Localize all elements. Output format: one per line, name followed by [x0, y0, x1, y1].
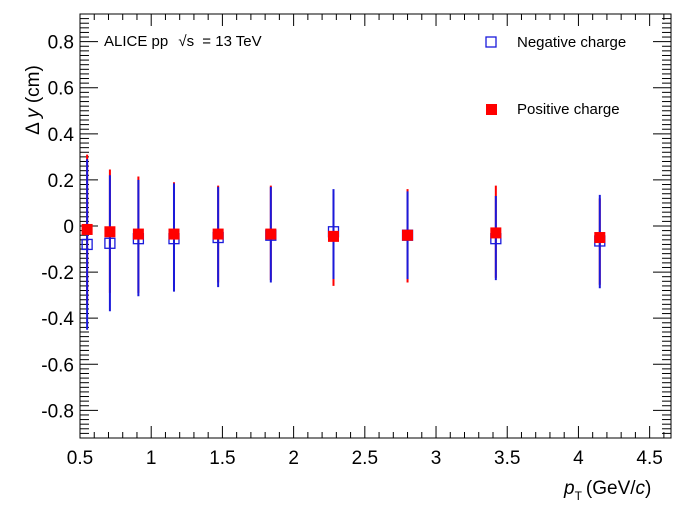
point-negative	[104, 237, 116, 249]
experiment-annotation: ALICE pp √s = 13 TeV	[104, 33, 262, 50]
point-positive	[327, 230, 339, 242]
y-tick-label: -0.4	[41, 309, 74, 330]
x-tick-label: 4	[573, 448, 584, 469]
legend: Negative charge Positive charge	[485, 34, 626, 118]
axis-ticks	[79, 14, 671, 438]
y-tick-label: -0.2	[41, 263, 74, 284]
x-tick-label: 3.5	[494, 448, 520, 469]
x-tick-label: 1	[146, 448, 157, 469]
y-tick-label: 0.8	[48, 33, 74, 54]
y-tick-label: 0.2	[48, 171, 74, 192]
x-tick-label: 0.5	[67, 448, 93, 469]
point-positive	[81, 223, 93, 235]
x-tick-label: 4.5	[636, 448, 662, 469]
x-tick-labels: 0.5 1 1.5 2 2.5 3 3.5 4 4.5	[67, 448, 663, 469]
point-negative	[81, 238, 93, 251]
point-positive	[132, 228, 144, 240]
point-positive	[168, 228, 180, 240]
point-positive	[402, 229, 414, 241]
legend-marker-negative	[485, 36, 497, 48]
plot-frame	[79, 13, 672, 439]
legend-marker-positive	[486, 104, 497, 115]
x-tick-label: 1.5	[209, 448, 235, 469]
y-tick-label: -0.8	[41, 401, 74, 422]
data-series	[81, 154, 606, 330]
legend-label-positive: Positive charge	[517, 101, 620, 118]
x-tick-label: 2	[288, 448, 299, 469]
point-positive	[594, 232, 606, 244]
y-tick-label: 0	[63, 217, 74, 238]
point-positive	[265, 228, 277, 240]
y-axis-title: Δ y (cm)	[23, 65, 44, 135]
x-axis-title: pT (GeV/c)	[563, 478, 651, 503]
legend-label-negative: Negative charge	[517, 34, 626, 51]
y-tick-labels: -0.8 -0.6 -0.4 -0.2 0 0.2 0.4 0.6 0.8	[41, 33, 74, 423]
point-positive	[490, 227, 502, 239]
y-tick-label: -0.6	[41, 355, 74, 376]
point-positive	[104, 226, 116, 238]
x-tick-label: 2.5	[352, 448, 378, 469]
y-tick-label: 0.4	[48, 125, 75, 146]
y-tick-label: 0.6	[48, 79, 74, 100]
point-positive	[212, 228, 224, 240]
x-tick-label: 3	[431, 448, 442, 469]
